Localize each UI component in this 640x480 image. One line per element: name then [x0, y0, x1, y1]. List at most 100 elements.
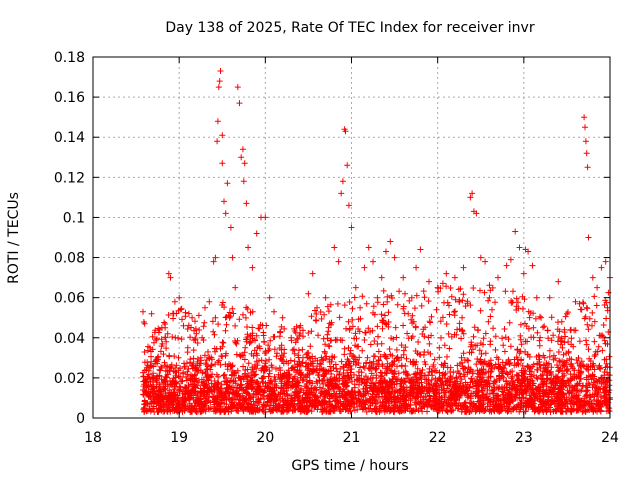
- data-point: [302, 394, 309, 401]
- data-point: [380, 378, 386, 385]
- data-point: [379, 317, 386, 324]
- data-point: [527, 386, 534, 393]
- data-point: [436, 369, 443, 376]
- data-point: [259, 387, 266, 394]
- data-point: [459, 314, 466, 321]
- data-point: [300, 376, 307, 383]
- data-point: [518, 357, 524, 364]
- y-tick-label: 0.02: [54, 371, 85, 387]
- data-point: [289, 378, 296, 385]
- data-point: [411, 381, 418, 388]
- data-point: [462, 379, 469, 386]
- data-point: [476, 367, 483, 374]
- data-point: [201, 352, 208, 359]
- data-point: [254, 387, 261, 394]
- data-point: [222, 210, 229, 217]
- data-point: [451, 309, 457, 315]
- data-point: [348, 224, 355, 231]
- data-point: [387, 351, 394, 358]
- data-point: [546, 294, 553, 301]
- data-point: [179, 397, 186, 404]
- data-point: [603, 315, 610, 322]
- data-point: [292, 373, 298, 380]
- data-point: [242, 367, 249, 373]
- data-point: [150, 378, 157, 385]
- data-point: [405, 335, 412, 342]
- y-tick-label: 0: [76, 411, 85, 427]
- data-point: [478, 351, 485, 357]
- data-point: [568, 395, 575, 402]
- data-point: [232, 338, 238, 344]
- data-point: [193, 330, 200, 337]
- data-point: [446, 345, 453, 352]
- data-point: [190, 355, 197, 362]
- data-point: [547, 370, 554, 376]
- data-point: [342, 128, 349, 135]
- data-point: [548, 314, 555, 321]
- data-point: [205, 348, 211, 355]
- data-point: [577, 403, 584, 410]
- data-point: [246, 383, 253, 390]
- data-point: [305, 365, 312, 372]
- data-point: [318, 354, 325, 361]
- data-point: [586, 355, 593, 362]
- y-axis: 0 0.02 0.04 0.06 0.08 0.1 0.12 0.14 0.16 0.18: [54, 50, 610, 427]
- data-point: [267, 385, 274, 392]
- data-point: [252, 336, 258, 343]
- data-point: [522, 348, 529, 355]
- data-point: [224, 379, 230, 386]
- data-point: [188, 390, 195, 396]
- data-point: [333, 390, 340, 397]
- data-point: [582, 402, 588, 409]
- data-point: [210, 398, 217, 404]
- data-point: [379, 399, 386, 406]
- data-point: [353, 335, 360, 342]
- data-point: [260, 408, 267, 415]
- data-point: [427, 319, 434, 326]
- data-point: [348, 394, 355, 401]
- data-point: [317, 309, 324, 315]
- data-point: [589, 274, 596, 281]
- data-point: [361, 390, 367, 397]
- data-point: [230, 403, 237, 410]
- data-point: [454, 326, 461, 333]
- data-point: [293, 383, 300, 390]
- data-point: [583, 398, 590, 405]
- data-point: [349, 378, 355, 385]
- data-point: [446, 311, 453, 318]
- data-point: [501, 348, 508, 355]
- data-point: [384, 382, 391, 388]
- data-point: [265, 398, 271, 405]
- data-point: [198, 376, 205, 383]
- data-point: [217, 68, 224, 74]
- data-point: [227, 224, 234, 231]
- data-point: [578, 358, 585, 365]
- data-point: [194, 340, 201, 346]
- data-point: [586, 381, 593, 388]
- data-point: [410, 361, 417, 368]
- data-point: [439, 314, 446, 321]
- data-point: [372, 400, 379, 407]
- data-point: [189, 408, 195, 415]
- data-point: [279, 395, 286, 402]
- y-tick-label: 0.18: [54, 50, 85, 66]
- data-point: [219, 160, 226, 167]
- data-point: [194, 377, 201, 384]
- data-point: [401, 310, 408, 317]
- data-point: [392, 402, 399, 408]
- data-point: [545, 404, 552, 411]
- data-point: [564, 368, 571, 375]
- data-point: [595, 343, 602, 350]
- data-point: [151, 339, 157, 346]
- data-point: [164, 396, 171, 403]
- data-point: [586, 315, 593, 322]
- data-point: [266, 346, 273, 352]
- data-point: [223, 375, 230, 381]
- data-point: [510, 379, 517, 386]
- data-point: [471, 324, 478, 331]
- data-point: [453, 374, 460, 381]
- data-point: [383, 248, 389, 255]
- data-point: [183, 373, 189, 380]
- y-tick-label: 0.08: [54, 251, 85, 267]
- data-point: [227, 404, 234, 411]
